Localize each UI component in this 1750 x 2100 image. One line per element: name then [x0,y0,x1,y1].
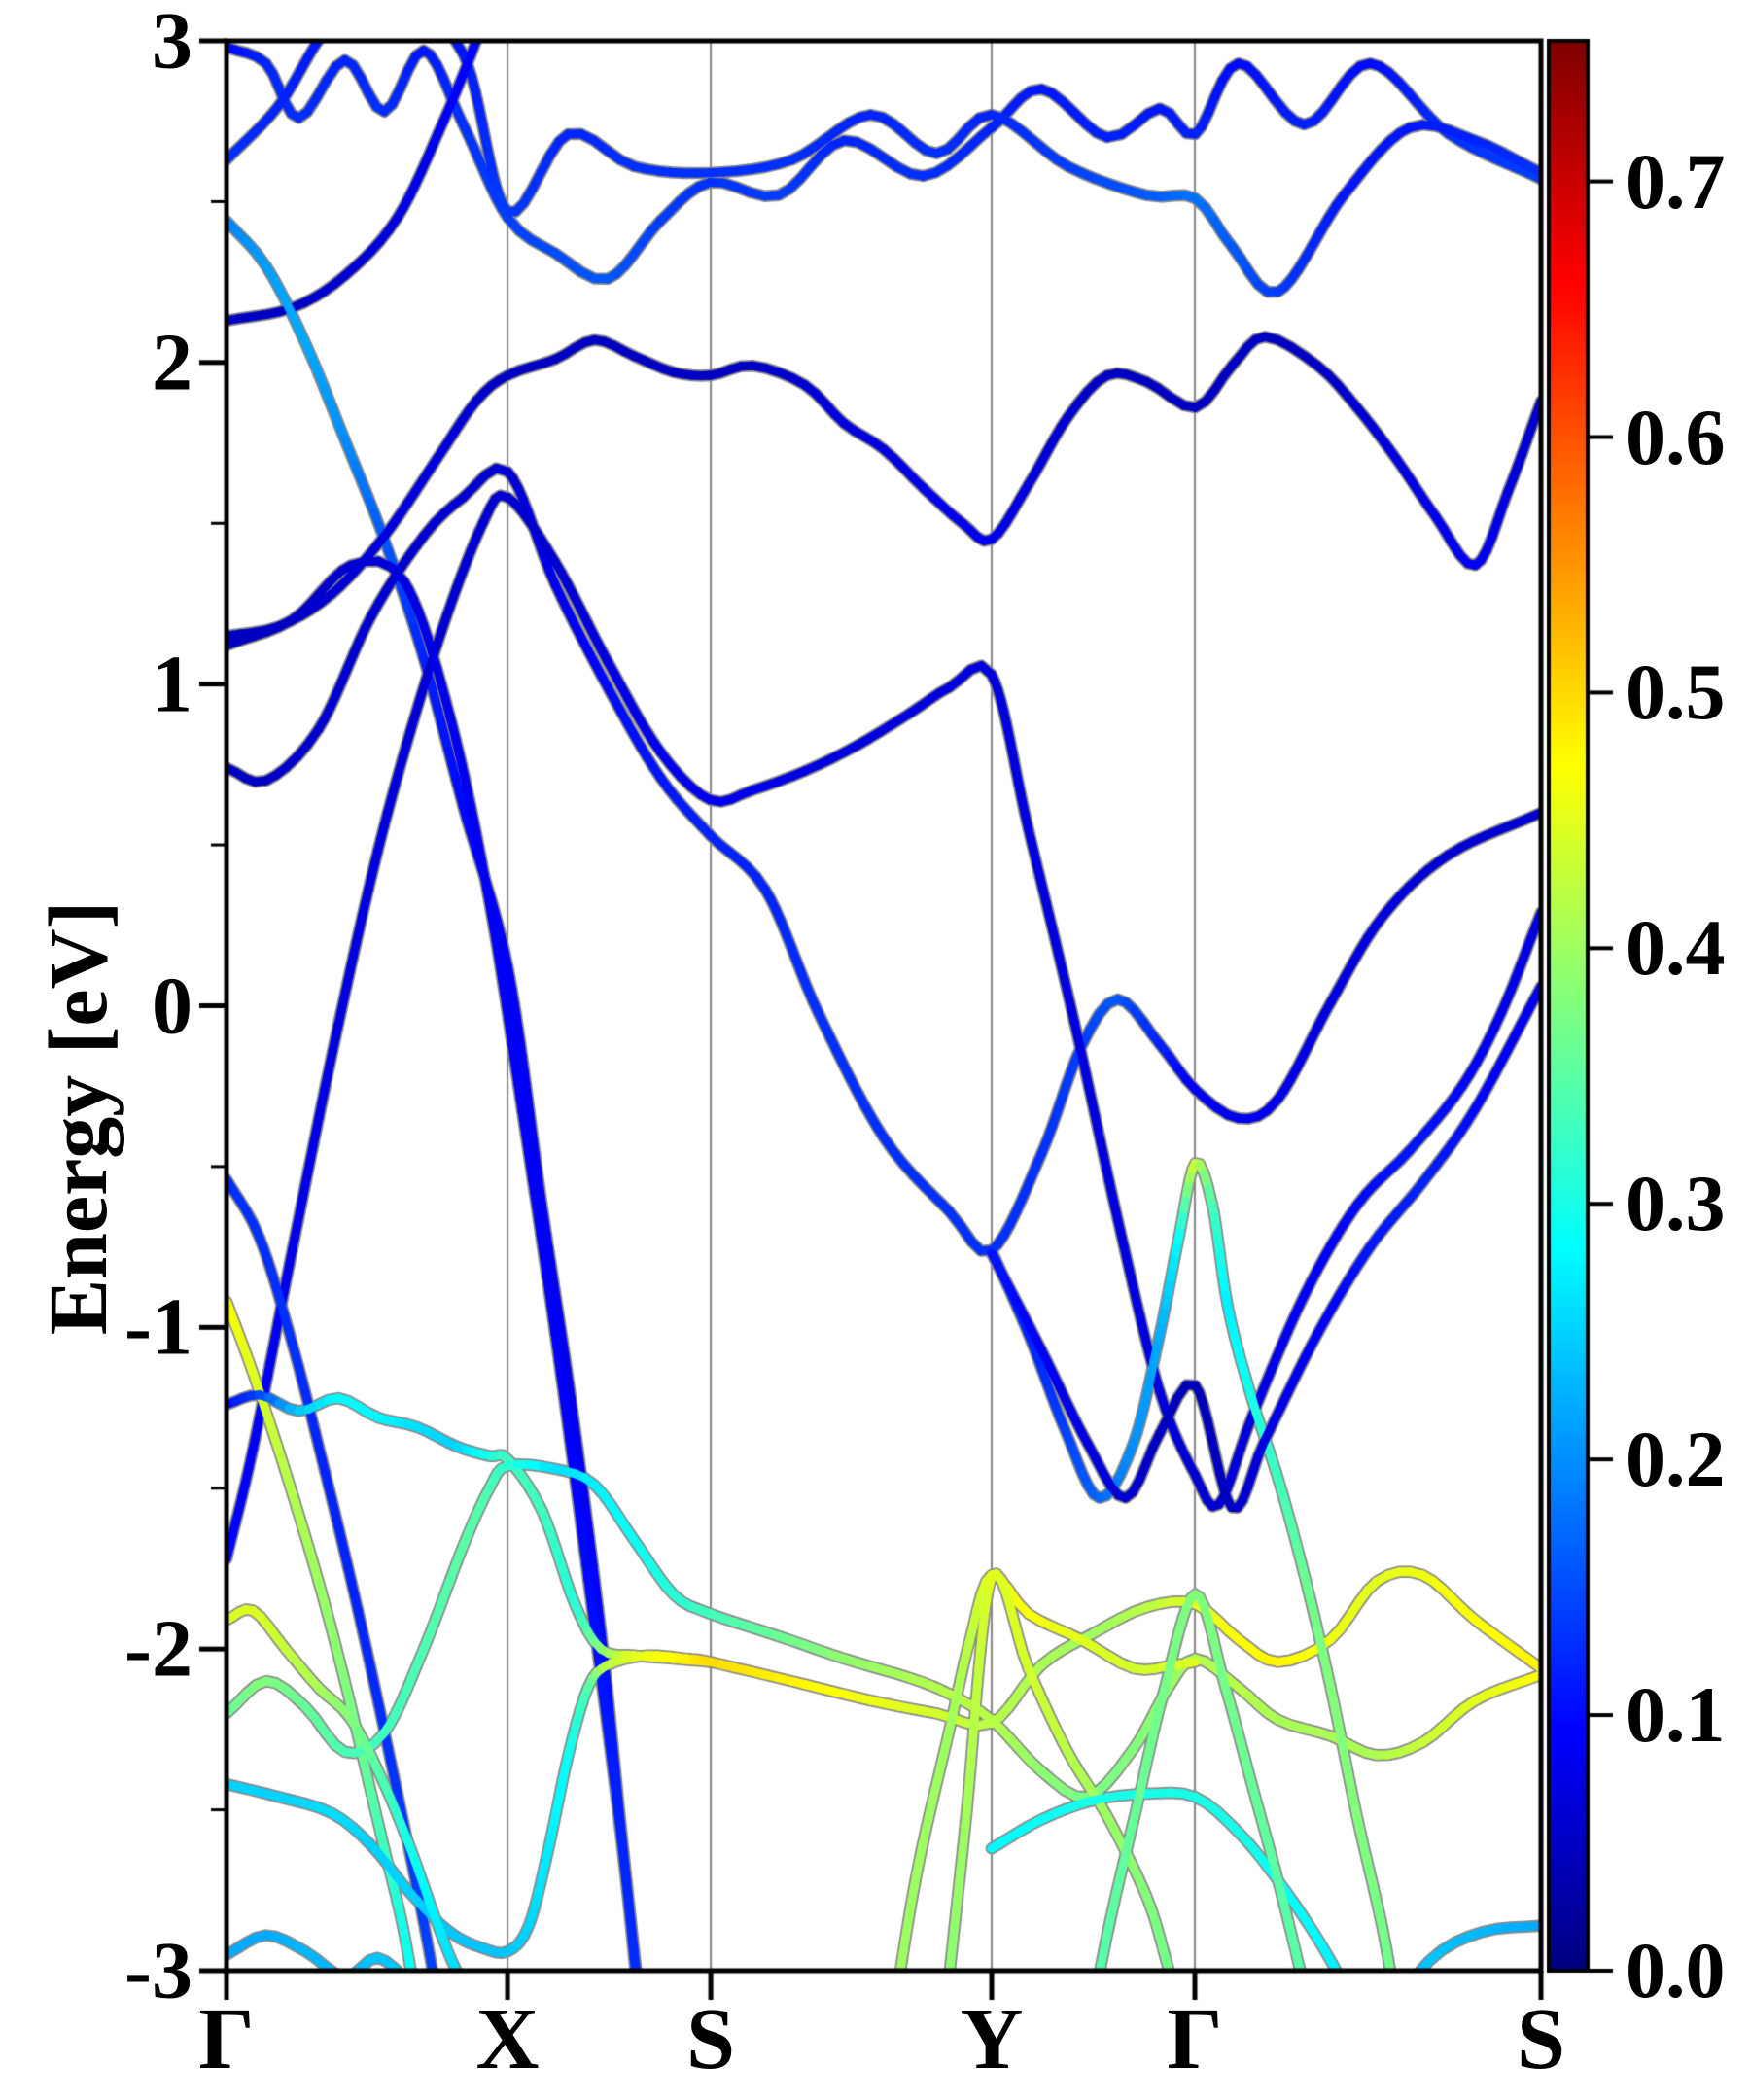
cbar-tick-0.2: 0.2 [1626,1415,1726,1504]
y-tick-1: 1 [152,639,192,730]
cbar-tick-0.1: 0.1 [1626,1670,1726,1760]
y-tick-2: 2 [152,317,192,408]
cbar-tick-0.0: 0.0 [1626,1926,1726,2014]
y-tick--1: -1 [124,1281,192,1373]
cbar-tick-0.7: 0.7 [1626,136,1726,226]
x-tick-1-X: X [475,1991,540,2087]
y-tick--3: -3 [124,1925,192,2016]
x-tick-3-Y: Y [960,1991,1024,2087]
y-tick-0: 0 [152,961,192,1051]
cbar-tick-0.4: 0.4 [1626,903,1726,993]
x-tick-2-S: S [686,1991,736,2087]
x-tick-0-Γ: Γ [198,1991,255,2087]
cbar-tick-0.6: 0.6 [1626,392,1726,481]
cbar-tick-0.5: 0.5 [1626,648,1726,737]
y-tick-3: 3 [152,0,192,87]
x-tick-4-Γ: Γ [1167,1991,1223,2087]
y-axis-title: Energy [eV] [31,900,124,1336]
cbar-tick-0.3: 0.3 [1626,1159,1726,1248]
x-tick-5-S: S [1516,1991,1566,2087]
y-tick--2: -2 [124,1603,192,1695]
